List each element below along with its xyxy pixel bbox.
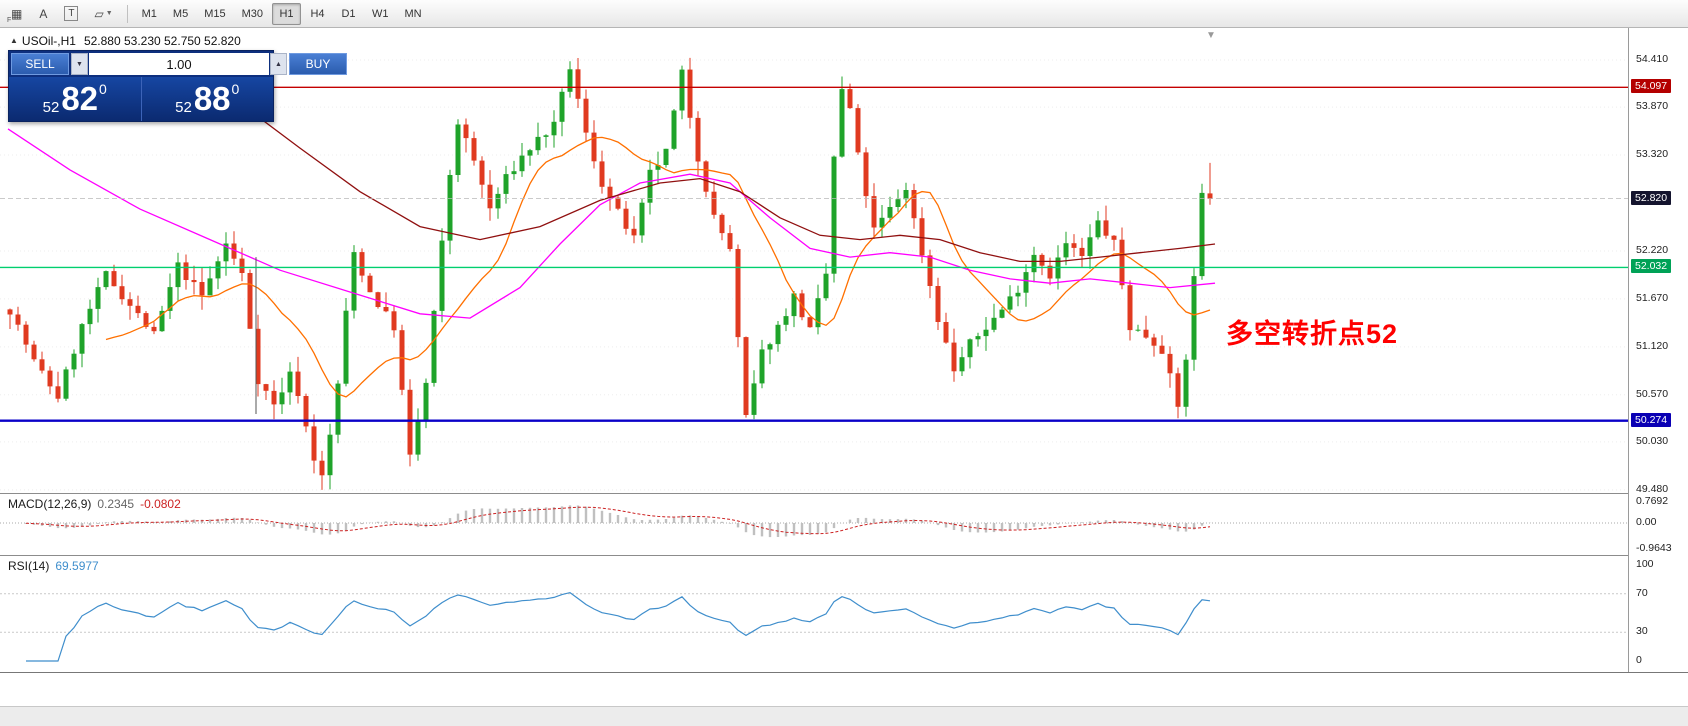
chart-title: ▲ USOil-,H1 52.880 53.230 52.750 52.820 xyxy=(10,34,241,48)
candlestick-chart[interactable] xyxy=(0,28,1628,493)
trade-panel-controls: SELL ▼ ▲ BUY xyxy=(9,51,347,77)
axis-label: 49.480 xyxy=(1636,482,1669,495)
toolbar-separator xyxy=(126,4,128,23)
price-badge: 52.820 xyxy=(1631,190,1672,205)
trade-panel-quotes: 52 82 0 52 88 0 xyxy=(9,77,273,121)
shape-icon: ▱ xyxy=(94,6,104,21)
volume-dropdown-button[interactable]: ▼ xyxy=(71,53,88,75)
rsi-name: RSI(14) xyxy=(8,559,50,573)
textbox-glyph: T xyxy=(64,6,79,21)
volume-input[interactable] xyxy=(89,53,269,75)
axis-label: 51.670 xyxy=(1636,291,1669,304)
sell-button[interactable]: SELL xyxy=(11,53,69,75)
axis-label: 52.220 xyxy=(1636,244,1669,256)
axis-label: 54.410 xyxy=(1636,53,1669,65)
textbox-icon[interactable]: T xyxy=(57,3,85,25)
timeframe-m30[interactable]: M30 xyxy=(235,3,270,25)
macd-main-value: 0.2345 xyxy=(97,497,135,511)
macd-plot-area[interactable] xyxy=(0,494,1628,560)
status-bar xyxy=(0,706,1688,726)
symbol-marker-icon: ▲ xyxy=(10,36,18,45)
buy-price[interactable]: 52 88 0 xyxy=(142,77,274,121)
one-click-trading-panel: SELL ▼ ▲ BUY 52 82 0 52 88 0 xyxy=(8,50,347,122)
macd-chart[interactable] xyxy=(0,494,1628,555)
axis-label: 50.570 xyxy=(1636,387,1669,400)
axis-label: 51.120 xyxy=(1636,339,1669,352)
sell-price-big: 82 xyxy=(61,80,99,117)
grid-icon: ▦ xyxy=(11,6,23,21)
chart-text-annotation: 多空转折点52 xyxy=(1226,319,1399,349)
timeframe-m1[interactable]: M1 xyxy=(135,3,164,25)
rsi-chart[interactable] xyxy=(0,556,1628,672)
rsi-panel[interactable]: RSI(14) 69.5977 xyxy=(0,556,1628,672)
panel-separator[interactable] xyxy=(0,493,1688,494)
shapes-dropdown-icon[interactable]: ▱ ▼ xyxy=(87,3,119,25)
axis-label: 70 xyxy=(1636,586,1648,599)
macd-signal-value: -0.0802 xyxy=(140,497,181,511)
timeframe-w1[interactable]: W1 xyxy=(365,3,396,25)
buy-price-big: 88 xyxy=(193,80,231,117)
volume-increase-button[interactable]: ▲ xyxy=(270,53,287,75)
symbol-period-label: USOil-,H1 xyxy=(21,34,76,48)
axis-label: 0.00 xyxy=(1636,516,1657,528)
macd-panel[interactable]: MACD(12,26,9) 0.2345 -0.0802 xyxy=(0,494,1628,555)
axis-label: 0 xyxy=(1636,654,1642,666)
chevron-down-icon: ▼ xyxy=(105,10,113,17)
axis-label: -0.9643 xyxy=(1636,542,1672,555)
panel-separator xyxy=(0,672,1688,673)
template-sub-label: F xyxy=(7,16,12,24)
chart-template-icon[interactable]: ▦ F xyxy=(4,3,29,25)
price-badge: 54.097 xyxy=(1631,79,1672,94)
trade-panel-divider xyxy=(140,77,142,121)
rsi-value: 69.5977 xyxy=(55,559,99,573)
axis-label: 53.870 xyxy=(1636,100,1669,113)
macd-name: MACD(12,26,9) xyxy=(8,497,92,511)
timeframe-mn[interactable]: MN xyxy=(398,3,429,25)
chart-shift-marker-icon[interactable]: ▼ xyxy=(1206,30,1216,41)
ohlc-values: 52.880 53.230 52.750 52.820 xyxy=(83,34,241,48)
rsi-plot-area[interactable] xyxy=(0,556,1628,677)
price-badge: 50.274 xyxy=(1631,412,1672,427)
timeframe-h4[interactable]: H4 xyxy=(303,3,332,25)
sell-price-sup: 0 xyxy=(99,81,107,97)
bottom-gap xyxy=(0,673,1688,706)
sell-price[interactable]: 52 82 0 xyxy=(9,77,141,121)
rsi-label: RSI(14) 69.5977 xyxy=(8,559,99,573)
buy-price-small: 52 xyxy=(175,99,192,116)
panel-separator[interactable] xyxy=(0,555,1688,556)
axis-label: 100 xyxy=(1636,558,1654,570)
timeframe-m15[interactable]: M15 xyxy=(197,3,232,25)
toolbar: ▦ F A T ▱ ▼ M1 M5 M15 M30 H1 H4 D1 W1 MN xyxy=(0,0,1688,28)
macd-label: MACD(12,26,9) 0.2345 -0.0802 xyxy=(8,497,181,511)
timeframe-h1[interactable]: H1 xyxy=(272,2,301,25)
sell-price-small: 52 xyxy=(42,99,60,116)
text-annotation-icon[interactable]: A xyxy=(31,3,55,25)
buy-price-sup: 0 xyxy=(231,81,240,97)
axis-label: 30 xyxy=(1636,625,1648,638)
axis-label: 0.7692 xyxy=(1636,495,1669,507)
buy-button[interactable]: BUY xyxy=(289,53,347,75)
axis-label: 53.320 xyxy=(1636,148,1669,160)
volume-control: ▼ ▲ xyxy=(71,53,287,75)
candlestick-plot-area[interactable] xyxy=(0,28,1628,493)
timeframe-d1[interactable]: D1 xyxy=(334,3,363,25)
axis-label: 50.030 xyxy=(1636,434,1669,447)
timeframe-m5[interactable]: M5 xyxy=(166,3,195,25)
price-axis[interactable]: 54.410 53.870 53.320 52.220 51.670 51.120 50.5… xyxy=(1628,28,1688,672)
price-badge: 52.032 xyxy=(1631,259,1672,274)
